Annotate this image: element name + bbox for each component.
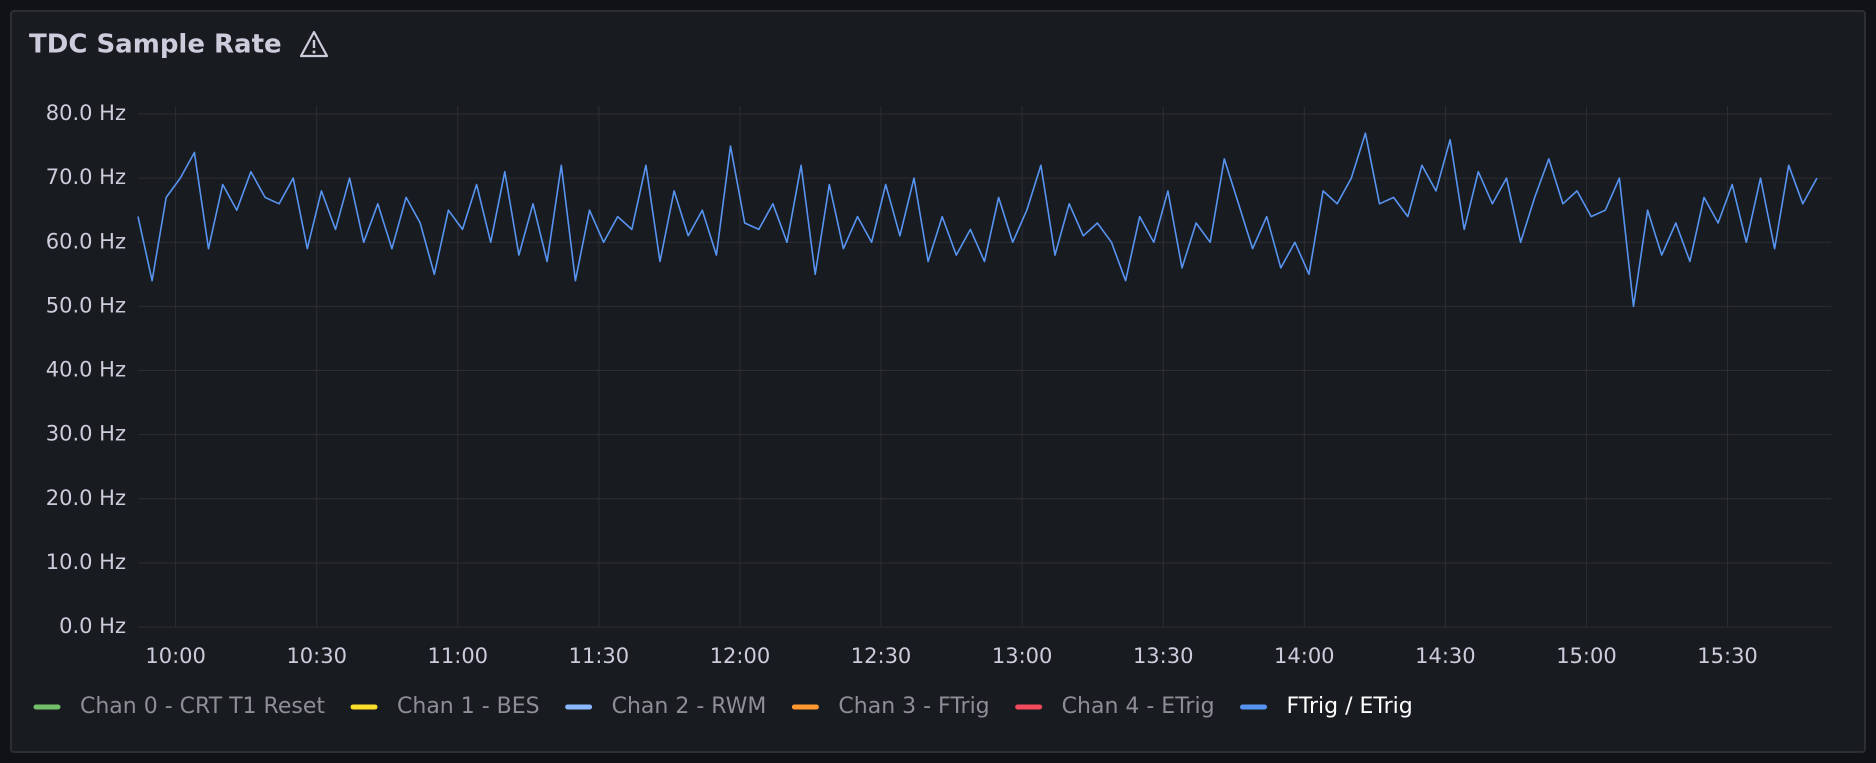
warning-icon[interactable]: [299, 30, 329, 58]
x-tick-label: 15:30: [1697, 644, 1758, 668]
panel-frame: [10, 10, 1866, 753]
warning-dot[interactable]: [312, 50, 316, 54]
legend-label[interactable]: Chan 1 - BES: [397, 694, 540, 719]
legend-label[interactable]: Chan 0 - CRT T1 Reset: [80, 694, 325, 719]
legend-label[interactable]: Chan 3 - FTrig: [838, 694, 989, 719]
x-tick-label: 13:30: [1133, 644, 1194, 668]
legend-item[interactable]: Chan 4 - ETrig: [1015, 694, 1215, 719]
y-tick-label: 50.0 Hz: [46, 293, 126, 317]
y-tick-label: 80.0 Hz: [46, 101, 126, 125]
warning-triangle[interactable]: [299, 30, 329, 58]
y-tick-label: 0.0 Hz: [59, 614, 126, 638]
x-tick-label: 10:30: [286, 644, 347, 668]
legend-label[interactable]: Chan 4 - ETrig: [1062, 694, 1215, 719]
y-tick-label: 60.0 Hz: [46, 229, 126, 253]
y-tick-label: 40.0 Hz: [46, 358, 126, 382]
y-tick-label: 20.0 Hz: [46, 486, 126, 510]
x-tick-label: 10:00: [145, 644, 206, 668]
legend-item[interactable]: Chan 2 - RWM: [565, 694, 767, 719]
x-tick-label: 12:30: [851, 644, 912, 668]
x-tick-label: 15:00: [1556, 644, 1617, 668]
series-line: [137, 132, 1818, 308]
x-tick-label: 11:30: [569, 644, 630, 668]
legend-item[interactable]: Chan 0 - CRT T1 Reset: [33, 694, 325, 719]
x-tick-label: 14:00: [1274, 644, 1335, 668]
y-tick-label: 70.0 Hz: [46, 165, 126, 189]
legend-label[interactable]: FTrig / ETrig: [1287, 694, 1413, 719]
x-tick-label: 12:00: [710, 644, 771, 668]
x-tick-label: 13:00: [992, 644, 1053, 668]
panel-title: TDC Sample Rate: [29, 30, 282, 60]
legend-item[interactable]: Chan 3 - FTrig: [791, 694, 990, 719]
x-tick-label: 11:00: [428, 644, 489, 668]
legend-item[interactable]: Chan 1 - BES: [350, 694, 540, 719]
y-tick-label: 10.0 Hz: [46, 550, 126, 574]
y-tick-label: 30.0 Hz: [46, 422, 126, 446]
x-tick-label: 14:30: [1415, 644, 1476, 668]
legend-item[interactable]: FTrig / ETrig: [1240, 694, 1413, 719]
legend-label[interactable]: Chan 2 - RWM: [612, 694, 767, 719]
